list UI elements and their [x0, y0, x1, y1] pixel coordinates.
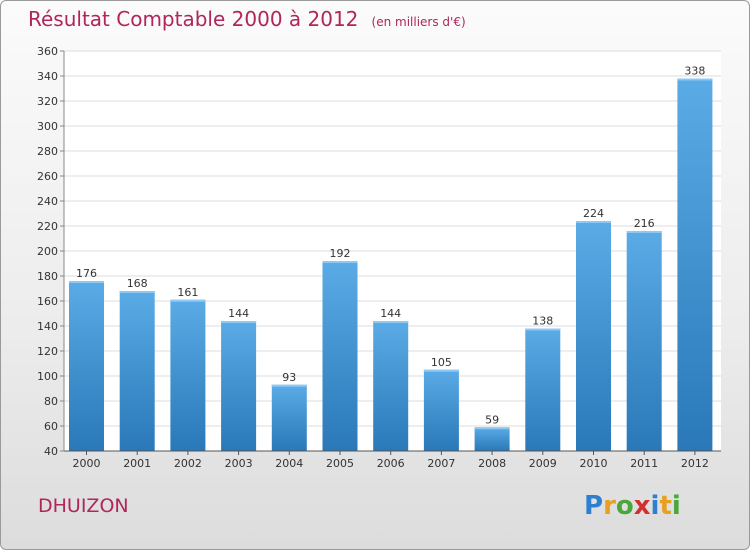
- bar-2003: [221, 321, 257, 451]
- x-tick-label: 2005: [326, 457, 354, 470]
- data-label: 176: [76, 267, 97, 280]
- bar-2006: [373, 321, 409, 451]
- x-tick-label: 2002: [174, 457, 202, 470]
- data-label: 192: [330, 247, 351, 260]
- logo-letter: P: [584, 491, 604, 521]
- x-tick-label: 2004: [275, 457, 303, 470]
- y-tick-label: 260: [37, 170, 58, 183]
- y-tick-label: 60: [44, 420, 58, 433]
- y-tick-label: 300: [37, 120, 58, 133]
- y-tick-label: 320: [37, 95, 58, 108]
- x-tick-label: 2008: [478, 457, 506, 470]
- y-tick-label: 220: [37, 220, 58, 233]
- proxiti-logo: Proxiti: [584, 491, 681, 521]
- data-label: 105: [431, 356, 452, 369]
- logo-letter: r: [603, 491, 616, 521]
- x-tick-label: 2011: [630, 457, 658, 470]
- logo-letter: i: [650, 491, 660, 521]
- y-tick-label: 140: [37, 320, 58, 333]
- bar-2011: [626, 231, 662, 451]
- x-axis-ticks: 2000 2001 2002 2003 2004 2005 2006 2007 2008 2009…: [73, 451, 709, 470]
- bar-top-highlight: [271, 384, 307, 387]
- x-tick-label: 2003: [225, 457, 253, 470]
- bar-top-highlight: [576, 221, 611, 223]
- data-label: 144: [228, 307, 249, 320]
- bar-2000: [69, 281, 104, 451]
- bar-2005: [322, 261, 358, 451]
- data-label: 224: [583, 207, 604, 220]
- bar-top-highlight: [373, 321, 409, 323]
- y-tick-label: 360: [37, 45, 58, 58]
- x-tick-label: 2012: [681, 457, 709, 470]
- x-tick-label: 2007: [427, 457, 455, 470]
- data-label: 93: [282, 371, 296, 384]
- x-tick-label: 2000: [73, 457, 101, 470]
- y-tick-label: 280: [37, 145, 58, 158]
- bar-top-highlight: [322, 261, 358, 263]
- bar-2010: [576, 221, 611, 451]
- bar-2008: [474, 427, 510, 451]
- logo-letter: i: [671, 491, 681, 521]
- y-tick-label: 80: [44, 395, 58, 408]
- y-tick-label: 100: [37, 370, 58, 383]
- bar-top-highlight: [221, 321, 257, 323]
- data-label: 138: [532, 315, 553, 328]
- bar-top-highlight: [626, 231, 662, 233]
- bar-2007: [423, 369, 459, 451]
- bar-2009: [525, 328, 561, 451]
- x-tick-label: 2009: [529, 457, 557, 470]
- bar-2001: [119, 291, 155, 451]
- data-label: 338: [684, 65, 705, 78]
- y-tick-label: 200: [37, 245, 58, 258]
- y-tick-label: 160: [37, 295, 58, 308]
- bar-top-highlight: [69, 281, 104, 283]
- data-label: 168: [127, 277, 148, 290]
- y-tick-label: 240: [37, 195, 58, 208]
- x-tick-label: 2001: [123, 457, 151, 470]
- y-tick-label: 40: [44, 445, 58, 458]
- chart-subtitle: (en milliers d'€): [371, 15, 466, 29]
- logo-letter: x: [633, 491, 651, 521]
- bar-top-highlight: [170, 299, 206, 302]
- chart-title: Résultat Comptable 2000 à 2012: [28, 7, 359, 31]
- y-tick-label: 180: [37, 270, 58, 283]
- x-tick-label: 2006: [377, 457, 405, 470]
- bar-2004: [271, 384, 307, 451]
- data-label: 59: [485, 413, 499, 426]
- bar-top-highlight: [423, 369, 459, 372]
- data-label: 161: [177, 286, 198, 299]
- y-axis-ticks: 40 60 80 100 120 140 160 180 200 220 240 260 280 300 3…: [37, 45, 64, 458]
- commune-name: DHUIZON: [38, 495, 129, 517]
- bar-top-highlight: [525, 328, 561, 331]
- logo-letter: o: [615, 491, 634, 521]
- bar-top-highlight: [474, 427, 510, 430]
- bar-2002: [170, 299, 206, 451]
- bar-top-highlight: [677, 78, 713, 81]
- bar-2012: [677, 78, 713, 451]
- bars: 176 168 161 144 93 192 144 105 59 138 224 216 338: [69, 65, 713, 451]
- data-label: 216: [634, 217, 655, 230]
- y-tick-label: 120: [37, 345, 58, 358]
- y-tick-label: 340: [37, 70, 58, 83]
- data-label: 144: [380, 307, 401, 320]
- x-tick-label: 2010: [580, 457, 608, 470]
- logo-letter: t: [659, 491, 672, 521]
- title-row: Résultat Comptable 2000 à 2012 (en milli…: [28, 7, 466, 31]
- bar-top-highlight: [119, 291, 155, 293]
